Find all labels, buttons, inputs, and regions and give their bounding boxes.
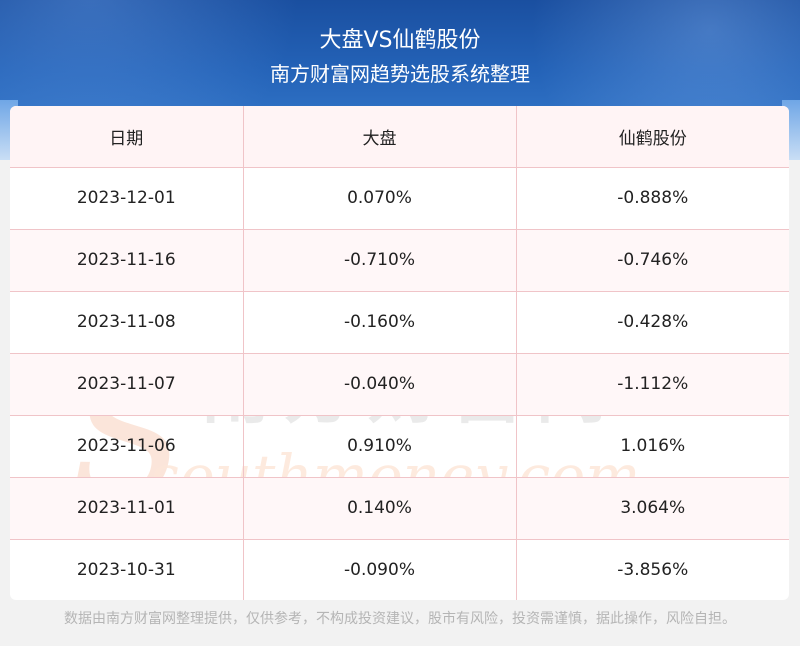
cell-stock: -3.856%: [617, 560, 689, 581]
cell-market: 0.910%: [243, 415, 517, 477]
cell-stock: -1.112%: [617, 374, 689, 394]
cell-date: 2023-10-31: [10, 539, 244, 600]
footer-disclaimer: 数据由南方财富网整理提供，仅供参考，不构成投资建议，股市有风险，投资需谨慎，据此…: [64, 611, 736, 627]
column-header-stock: 仙鹤股份: [618, 128, 687, 149]
cell-date: 2023-11-07: [10, 353, 244, 415]
cell-stock: -0.746%: [617, 250, 689, 270]
cell-date: 2023-11-01: [10, 477, 244, 539]
cell-date: 2023-11-06: [10, 415, 244, 477]
table-row: 2023-11-07 -0.040% -1.112%: [10, 353, 789, 415]
page-subtitle: 南方财富网趋势选股系统整理: [270, 62, 530, 86]
cell-market: -0.090%: [243, 539, 517, 600]
table-row: 2023-11-06 0.910% 1.016%: [10, 415, 789, 477]
cell-date: 2023-11-16: [10, 229, 244, 291]
cell-stock: 3.064%: [620, 498, 686, 518]
column-header-date: 日期: [10, 106, 244, 167]
cell-market: -0.160%: [243, 291, 517, 353]
table-row: 2023-12-01 0.070% -0.888%: [10, 167, 789, 229]
cell-market: 0.140%: [243, 477, 517, 539]
cell-market: -0.710%: [243, 229, 517, 291]
cell-date: 2023-12-01: [10, 167, 244, 229]
table-header-row: 日期 大盘 仙鹤股份: [10, 106, 789, 167]
cell-stock: -0.888%: [617, 188, 689, 208]
table-row: 2023-11-01 0.140% 3.064%: [10, 477, 789, 539]
table-row: 2023-10-31 -0.090% -3.856%: [10, 539, 789, 600]
comparison-table: 日期 大盘 仙鹤股份 2023-12-01 0.070% -0.888% 202…: [10, 106, 789, 600]
cell-date: 2023-11-08: [10, 291, 244, 353]
cell-market: -0.040%: [243, 353, 517, 415]
cell-market: 0.070%: [243, 167, 517, 229]
comparison-table-card: S 南方财富网 southmoney.com 日期 大盘 仙鹤股份 2023-1…: [10, 106, 789, 600]
page-title: 大盘VS仙鹤股份: [319, 28, 481, 53]
cell-stock: 1.016%: [620, 436, 686, 456]
column-header-market: 大盘: [243, 106, 517, 167]
table-row: 2023-11-08 -0.160% -0.428%: [10, 291, 789, 353]
table-row: 2023-11-16 -0.710% -0.746%: [10, 229, 789, 291]
cell-stock: -0.428%: [617, 312, 689, 332]
